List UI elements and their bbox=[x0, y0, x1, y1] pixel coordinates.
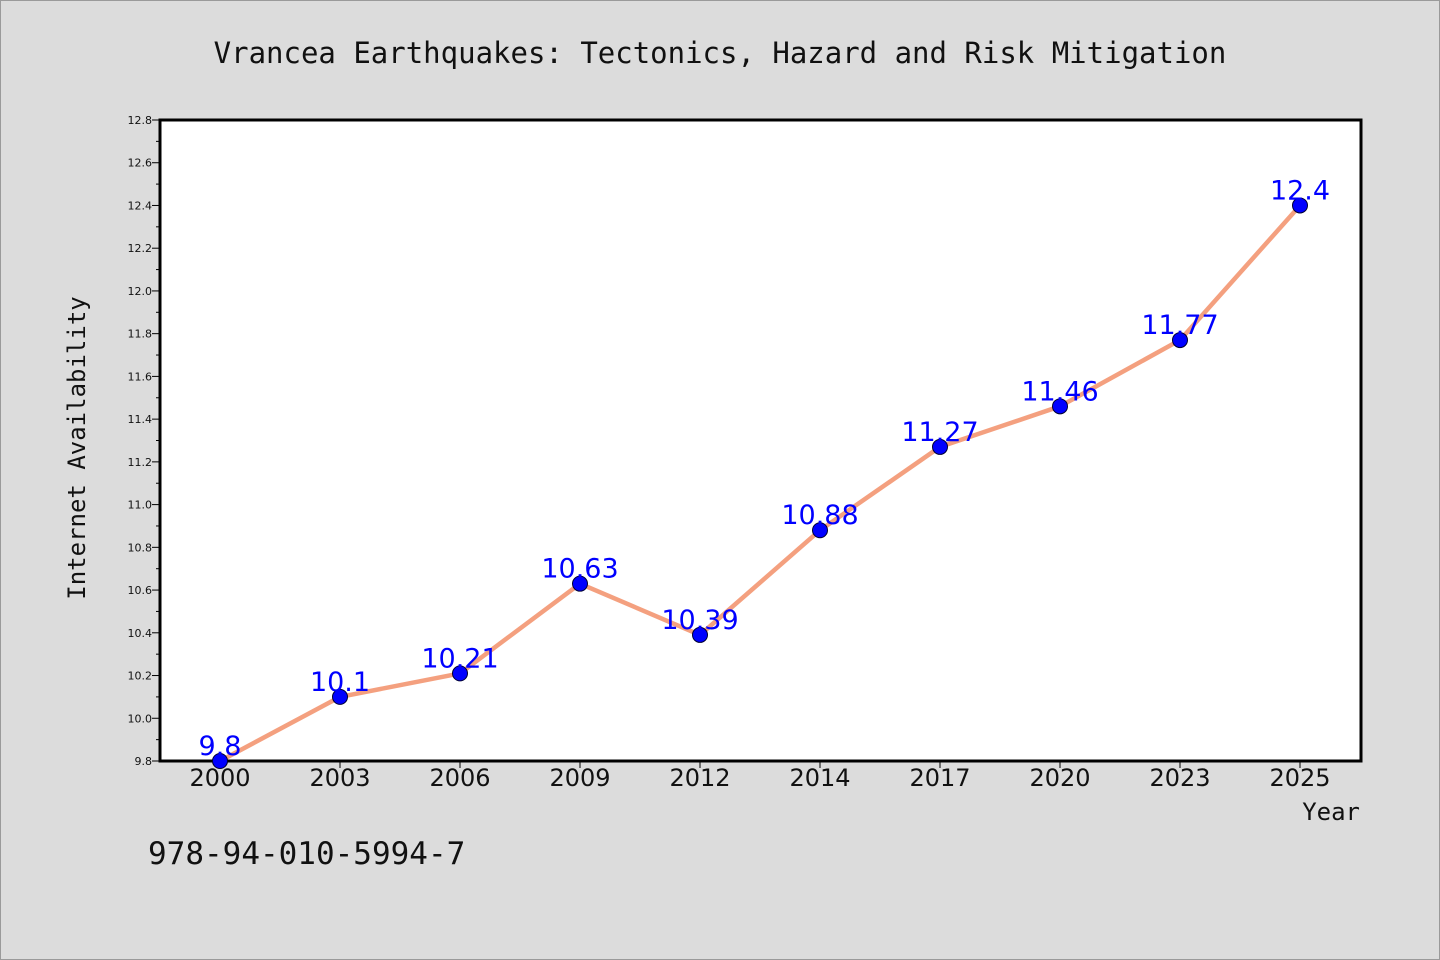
y-tick-label: 11.8 bbox=[128, 328, 153, 341]
chart-title: Vrancea Earthquakes: Tectonics, Hazard a… bbox=[214, 36, 1227, 70]
data-point bbox=[692, 626, 708, 643]
data-markers bbox=[212, 197, 1308, 769]
x-tick-label: 2006 bbox=[429, 764, 490, 792]
data-label: 9.8 bbox=[199, 731, 242, 762]
y-tick-label: 12.4 bbox=[128, 199, 153, 212]
isbn-label: 978-94-010-5994-7 bbox=[148, 836, 465, 872]
y-tick-label: 10.2 bbox=[128, 670, 153, 683]
x-tick-label: 2017 bbox=[909, 764, 970, 792]
data-point bbox=[932, 438, 948, 455]
data-point bbox=[1172, 332, 1188, 349]
data-label: 10.63 bbox=[541, 554, 618, 585]
y-tick-label: 11.0 bbox=[128, 499, 153, 512]
data-label: 10.21 bbox=[421, 643, 498, 674]
y-tick-label: 12.0 bbox=[128, 285, 153, 298]
x-axis: 2000 2003 2006 2009 2012 2014 2017 2020 2023 2025 bbox=[189, 761, 1331, 792]
data-point bbox=[1292, 197, 1308, 214]
data-point bbox=[572, 575, 588, 592]
series-line bbox=[218, 203, 1302, 763]
data-point bbox=[812, 522, 828, 539]
y-tick-label: 11.4 bbox=[128, 413, 153, 426]
data-label: 11.27 bbox=[901, 417, 978, 448]
data-label: 10.88 bbox=[781, 500, 858, 531]
data-point bbox=[452, 665, 468, 682]
data-label: 10.39 bbox=[661, 605, 738, 636]
x-tick-label: 2009 bbox=[549, 764, 610, 792]
data-label: 10.1 bbox=[310, 667, 370, 698]
y-tick-label: 11.2 bbox=[128, 456, 153, 469]
y-tick-label: 10.4 bbox=[128, 627, 153, 640]
x-tick-label: 2020 bbox=[1029, 764, 1090, 792]
y-tick-label: 9.8 bbox=[135, 755, 153, 768]
x-tick-label: 2012 bbox=[669, 764, 730, 792]
data-label: 11.77 bbox=[1141, 310, 1218, 341]
x-tick-label: 2025 bbox=[1269, 764, 1330, 792]
data-labels: 9.8 10.1 10.21 10.63 10.39 10.88 11.27 11.46 11.… bbox=[199, 175, 1331, 762]
data-point bbox=[212, 753, 228, 769]
x-tick-label: 2003 bbox=[309, 764, 370, 792]
x-tick-label: 2014 bbox=[789, 764, 850, 792]
y-tick-label: 11.6 bbox=[128, 370, 153, 383]
y-tick-label: 10.0 bbox=[128, 712, 153, 725]
y-tick-label: 12.8 bbox=[128, 114, 153, 127]
x-tick-label: 2023 bbox=[1149, 764, 1210, 792]
y-tick-label: 12.6 bbox=[128, 157, 153, 170]
data-point bbox=[1052, 398, 1068, 415]
plot-area bbox=[158, 118, 1363, 763]
y-tick-label: 10.6 bbox=[128, 584, 153, 597]
y-axis: 9.8 10.0 10.2 10.4 10.6 10.8 11.0 11.2 11.4 11.6 1… bbox=[128, 114, 160, 768]
data-point bbox=[332, 688, 348, 705]
y-axis-title: Internet Availability bbox=[63, 296, 91, 599]
data-label: 11.46 bbox=[1021, 376, 1098, 407]
y-tick-label: 12.2 bbox=[128, 242, 153, 255]
y-tick-label: 10.8 bbox=[128, 541, 153, 554]
data-label: 12.4 bbox=[1270, 175, 1330, 206]
x-axis-title: Year bbox=[1302, 798, 1360, 826]
